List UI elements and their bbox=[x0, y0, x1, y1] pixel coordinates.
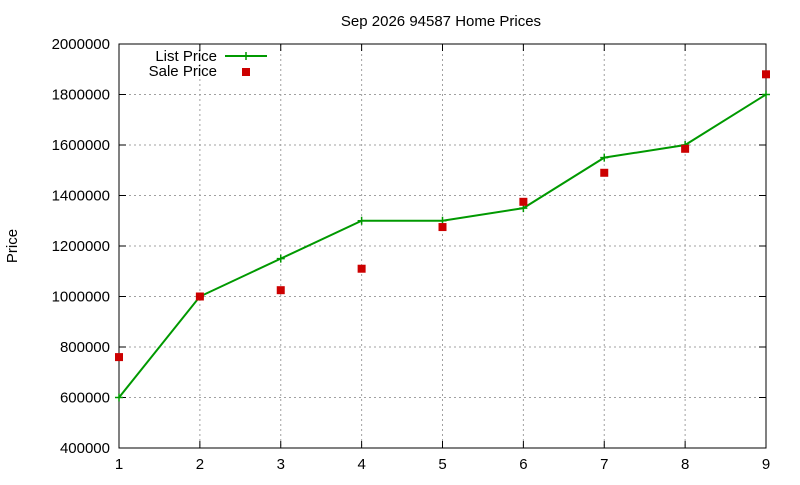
legend-label-list-price: List Price bbox=[155, 48, 217, 65]
x-tick-label: 9 bbox=[762, 456, 770, 473]
sale-price-point bbox=[681, 144, 690, 153]
y-tick-label: 400000 bbox=[60, 440, 110, 457]
sale-price-point bbox=[762, 70, 770, 79]
y-tick-label: 800000 bbox=[60, 339, 110, 356]
axes: 400000 600000 800000 1000000 1200000 1400000 1… bbox=[52, 36, 771, 473]
sale-price-point bbox=[195, 292, 204, 301]
list-price-point bbox=[357, 216, 366, 225]
list-price-point bbox=[762, 90, 770, 99]
sale-price-point bbox=[600, 168, 609, 177]
x-tick-label: 5 bbox=[438, 456, 446, 473]
y-tick-label: 1000000 bbox=[52, 289, 110, 306]
x-tick-label: 8 bbox=[681, 456, 689, 473]
legend-marker-sale-price bbox=[242, 68, 250, 76]
y-tick-label: 1200000 bbox=[52, 238, 110, 255]
legend-marker-list-price bbox=[242, 52, 250, 60]
x-tick-label: 7 bbox=[600, 456, 608, 473]
list-price-point bbox=[276, 254, 285, 263]
y-tick-label: 2000000 bbox=[52, 36, 110, 53]
sale-price-point bbox=[438, 223, 447, 232]
x-tick-label: 2 bbox=[196, 456, 204, 473]
sale-price-point bbox=[357, 264, 366, 273]
list-price-point bbox=[115, 393, 123, 402]
y-axis-label: Price bbox=[4, 229, 21, 263]
x-tick-label: 1 bbox=[115, 456, 123, 473]
x-tick-label: 6 bbox=[519, 456, 527, 473]
series-layer bbox=[115, 70, 770, 402]
sale-price-point bbox=[519, 197, 528, 206]
legend-label-sale-price: Sale Price bbox=[149, 63, 217, 80]
chart-title: Sep 2026 94587 Home Prices bbox=[341, 13, 541, 30]
y-tick-label: 1600000 bbox=[52, 137, 110, 154]
grid-lines bbox=[119, 44, 766, 448]
sale-price-point bbox=[276, 286, 285, 295]
y-tick-label: 1400000 bbox=[52, 188, 110, 205]
y-tick-label: 1800000 bbox=[52, 87, 110, 104]
x-tick-label: 3 bbox=[277, 456, 285, 473]
x-tick-label: 4 bbox=[357, 456, 365, 473]
list-price-point bbox=[600, 153, 609, 162]
y-tick-label: 600000 bbox=[60, 390, 110, 407]
sale-price-point bbox=[115, 353, 123, 362]
